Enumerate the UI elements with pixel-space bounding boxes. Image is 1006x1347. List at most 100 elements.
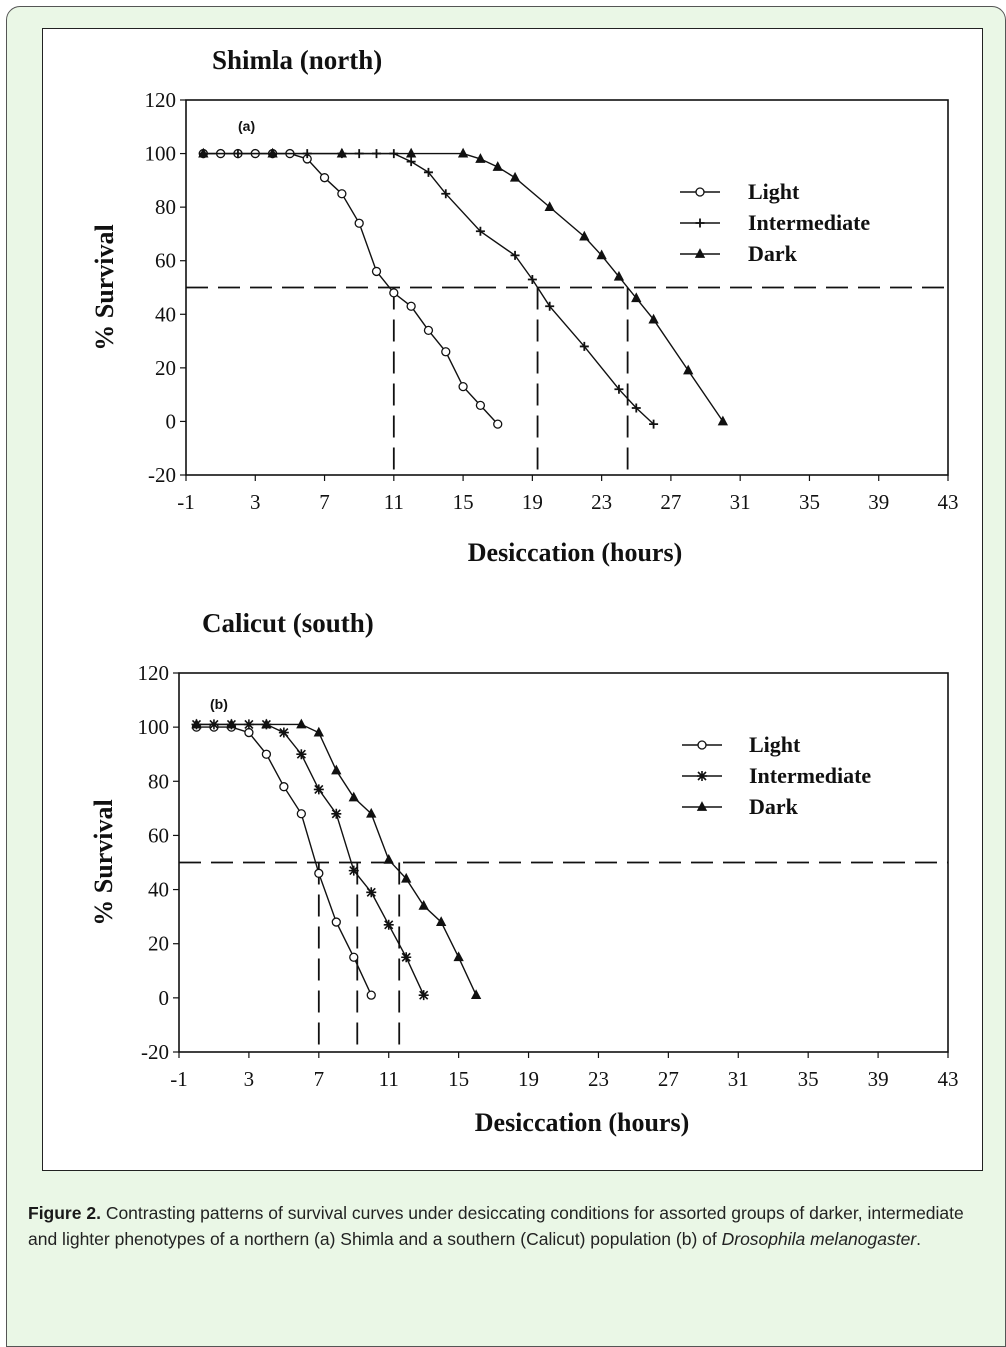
data-point xyxy=(509,171,521,182)
y-axis-label: % Survival xyxy=(90,224,119,350)
data-point xyxy=(406,301,416,311)
y-tick-label: 20 xyxy=(148,932,169,956)
legend-label: Dark xyxy=(749,794,799,819)
x-tick-label: -1 xyxy=(177,490,195,514)
data-point xyxy=(348,865,359,876)
chart-panel-b: Calicut (south) -20 0 20 40 60 80 100 120 -1 3 7 11 1… xyxy=(89,608,959,1137)
data-point xyxy=(296,718,307,729)
x-tick-label: 15 xyxy=(453,490,474,514)
series-intermediate xyxy=(198,149,659,429)
data-point xyxy=(493,419,503,429)
series-line xyxy=(203,152,724,422)
data-point xyxy=(441,347,451,357)
data-point xyxy=(614,384,624,394)
legend: Light Intermediate Dark xyxy=(682,732,871,819)
x-tick-label: 31 xyxy=(728,1067,749,1091)
caption-label: Figure 2. xyxy=(28,1203,101,1223)
data-point xyxy=(331,764,342,775)
data-point xyxy=(314,868,324,878)
data-point xyxy=(337,189,347,199)
chart-title: Calicut (south) xyxy=(202,608,374,638)
x-tick-label: 3 xyxy=(244,1067,255,1091)
data-point xyxy=(492,161,503,171)
y-tick-label: -20 xyxy=(148,463,176,487)
x-tick-label: 27 xyxy=(658,1067,679,1091)
figure-caption: Figure 2. Contrasting patterns of surviv… xyxy=(28,1200,988,1252)
data-point xyxy=(383,853,394,864)
x-tick-label: 39 xyxy=(868,1067,889,1091)
x-tick-label: 7 xyxy=(314,1067,325,1091)
data-point xyxy=(349,952,359,962)
x-axis-label: Desiccation (hours) xyxy=(475,1108,689,1137)
y-axis-label: % Survival xyxy=(89,799,118,925)
y-tick-label: 80 xyxy=(148,769,169,793)
figure-box xyxy=(42,28,983,1171)
x-tick-label: 23 xyxy=(591,490,612,514)
x-tick-label: 35 xyxy=(798,1067,819,1091)
y-tick-label: 120 xyxy=(145,88,177,112)
data-point xyxy=(717,415,729,426)
data-point xyxy=(470,989,482,1000)
data-point xyxy=(405,147,417,158)
legend-label: Light xyxy=(749,732,801,757)
data-point xyxy=(296,749,307,760)
data-point xyxy=(475,226,485,236)
caption-text: Contrasting patterns of survival curves … xyxy=(28,1203,964,1249)
series-light xyxy=(198,148,503,429)
data-point xyxy=(348,791,359,802)
data-point xyxy=(319,173,330,183)
series-line xyxy=(203,152,655,425)
data-point xyxy=(649,419,659,429)
data-point xyxy=(441,189,451,199)
data-point xyxy=(418,899,429,910)
data-point xyxy=(261,749,272,759)
data-point xyxy=(371,266,382,277)
data-point xyxy=(244,727,254,738)
legend: Light Intermediate Dark xyxy=(680,179,870,266)
legend-label: Dark xyxy=(748,241,798,266)
x-tick-label: 27 xyxy=(660,490,681,514)
data-point xyxy=(579,230,590,241)
panel-tag: (a) xyxy=(238,118,255,134)
data-point xyxy=(296,809,306,819)
data-point xyxy=(366,990,376,1000)
legend-marker xyxy=(697,771,707,781)
data-point xyxy=(510,250,520,260)
legend-label: Light xyxy=(748,179,800,204)
series-line xyxy=(203,152,499,425)
data-point xyxy=(435,916,447,926)
data-point xyxy=(279,782,289,792)
panel-tag: (b) xyxy=(210,696,228,712)
data-point xyxy=(261,718,272,729)
chart-panel-a: Shimla (north) -20 0 20 40 60 80 100 120 -1 3 7 11 15… xyxy=(90,45,959,567)
data-point xyxy=(631,403,641,413)
data-point xyxy=(648,313,659,324)
data-point xyxy=(544,201,555,212)
data-point xyxy=(423,167,433,177)
data-point xyxy=(613,270,625,281)
y-tick-label: 40 xyxy=(155,302,176,326)
x-axis-label: Desiccation (hours) xyxy=(468,538,682,567)
x-tick-label: 11 xyxy=(384,490,404,514)
legend-marker xyxy=(695,187,705,197)
data-point xyxy=(331,808,342,819)
x-tick-label: 19 xyxy=(522,490,543,514)
data-point xyxy=(278,727,289,738)
y-tick-label: 60 xyxy=(155,249,176,273)
x-tick-label: 43 xyxy=(938,1067,959,1091)
x-tick-label: 15 xyxy=(448,1067,469,1091)
y-tick-label: 20 xyxy=(155,356,176,380)
x-tick-label: 23 xyxy=(588,1067,609,1091)
y-tick-label: 80 xyxy=(155,195,176,219)
legend-label: Intermediate xyxy=(749,763,871,788)
y-tick-label: 0 xyxy=(166,409,177,433)
data-point xyxy=(545,301,555,311)
legend-marker xyxy=(697,740,707,750)
x-tick-label: -1 xyxy=(170,1067,188,1091)
series-dark xyxy=(191,718,482,1000)
x-tick-label: 11 xyxy=(379,1067,399,1091)
y-tick-label: 100 xyxy=(138,715,170,739)
caption-species: Drosophila melanogaster xyxy=(721,1229,917,1249)
data-point xyxy=(366,887,377,898)
data-point xyxy=(458,381,468,392)
